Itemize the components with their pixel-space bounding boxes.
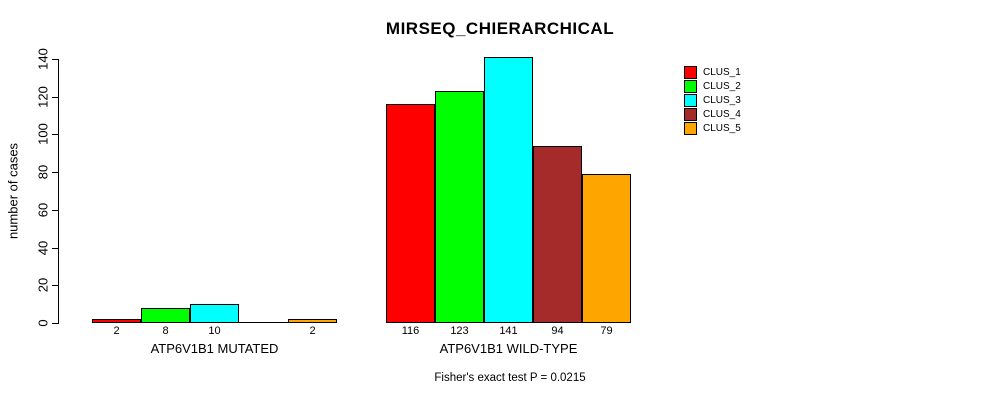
bar-clus_1 — [92, 319, 141, 323]
bar-value-label: 123 — [450, 325, 469, 337]
bar-clus_2 — [141, 308, 190, 323]
bar-clus_3 — [484, 57, 533, 323]
legend-label: CLUS_4 — [703, 109, 741, 120]
legend-swatch-clus_5 — [684, 122, 697, 135]
y-axis-title: number of cases — [5, 142, 21, 240]
bar-value-label: 79 — [600, 325, 613, 337]
y-tick-mark — [52, 285, 58, 286]
bar-clus_4 — [533, 146, 582, 323]
bar-value-label: 2 — [309, 325, 316, 337]
y-tick-mark — [52, 323, 58, 324]
legend-item: CLUS_4 — [684, 108, 741, 121]
bar-clus_1 — [386, 104, 435, 323]
legend-swatch-clus_2 — [684, 80, 697, 93]
y-tick-label: 100 — [35, 123, 51, 145]
legend: CLUS_1 CLUS_2 CLUS_3 CLUS_4 CLUS_5 — [684, 66, 741, 136]
bar-clus_5 — [288, 319, 337, 323]
y-tick-mark — [52, 97, 58, 98]
legend-swatch-clus_3 — [684, 94, 697, 107]
bar-clus_2 — [435, 91, 484, 323]
y-tick-mark — [52, 210, 58, 211]
y-tick-mark — [52, 172, 58, 173]
bar-clus_5 — [582, 174, 631, 323]
legend-item: CLUS_2 — [684, 80, 741, 93]
bar-value-label: 2 — [113, 325, 120, 337]
y-axis-line — [58, 59, 59, 324]
legend-label: CLUS_5 — [703, 123, 741, 134]
y-tick-label: 80 — [35, 164, 51, 180]
legend-swatch-clus_1 — [684, 66, 697, 79]
legend-label: CLUS_2 — [703, 81, 741, 92]
legend-label: CLUS_1 — [703, 67, 741, 78]
bar-clus_3 — [190, 304, 239, 323]
legend-swatch-clus_4 — [684, 108, 697, 121]
bar-clus_4 — [239, 322, 288, 323]
legend-item: CLUS_5 — [684, 122, 741, 135]
legend-item: CLUS_1 — [684, 66, 741, 79]
y-tick-mark — [52, 59, 58, 60]
y-tick-label: 0 — [35, 319, 51, 327]
y-tick-label: 20 — [35, 277, 51, 293]
y-tick-label: 140 — [35, 48, 51, 70]
stat-annotation: Fisher's exact test P = 0.0215 — [434, 372, 586, 384]
bar-value-label: 10 — [208, 325, 221, 337]
legend-item: CLUS_3 — [684, 94, 741, 107]
bar-value-label: 116 — [401, 325, 420, 337]
chart-title: MIRSEQ_CHIERARCHICAL — [385, 19, 615, 38]
group-label: ATP6V1B1 MUTATED — [150, 341, 279, 356]
group-label: ATP6V1B1 WILD-TYPE — [439, 341, 578, 356]
y-tick-mark — [52, 134, 58, 135]
y-tick-label: 60 — [35, 202, 51, 218]
legend-label: CLUS_3 — [703, 95, 741, 106]
bar-value-label: 8 — [162, 325, 169, 337]
y-tick-mark — [52, 248, 58, 249]
bar-value-label: 94 — [551, 325, 564, 337]
y-tick-label: 120 — [35, 86, 51, 108]
bar-value-label: 141 — [499, 325, 518, 337]
y-tick-label: 40 — [35, 240, 51, 256]
